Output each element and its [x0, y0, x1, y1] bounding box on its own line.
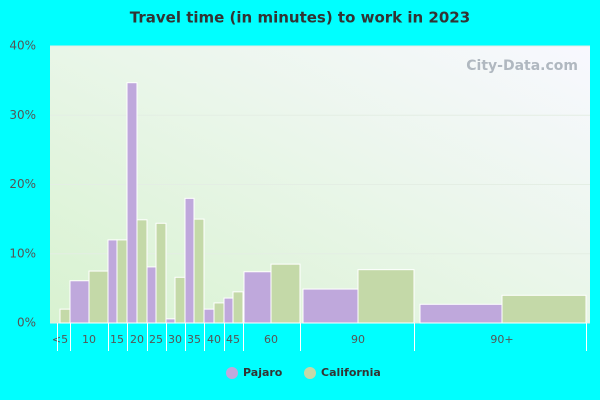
- bar: [146, 266, 157, 324]
- x-tick-label: 90: [351, 333, 365, 346]
- x-tick-label: 40: [207, 333, 221, 346]
- bar: [155, 222, 167, 324]
- bar: [232, 291, 244, 324]
- bar: [59, 308, 71, 324]
- legend-label: Pajaro: [243, 366, 283, 379]
- bar: [501, 294, 587, 324]
- legend-swatch: [304, 367, 316, 379]
- y-tick-label: 30%: [9, 108, 36, 122]
- x-tick-label: 10: [82, 333, 96, 346]
- bar: [69, 280, 90, 324]
- bar: [107, 239, 118, 324]
- y-tick-label: 0%: [17, 316, 36, 330]
- bar: [184, 197, 195, 324]
- bar: [174, 276, 186, 324]
- bar: [193, 218, 205, 324]
- bar: [243, 271, 272, 324]
- bar: [270, 263, 301, 324]
- watermark: City-Data.com: [466, 58, 578, 74]
- chart-title: Travel time (in minutes) to work in 2023: [130, 9, 470, 27]
- x-tick-label: 35: [187, 333, 201, 346]
- y-tick-label: 40%: [9, 39, 36, 53]
- bar: [419, 303, 503, 324]
- x-tick-label: 15: [110, 333, 124, 346]
- x-tick-label: 25: [149, 333, 163, 346]
- x-tick-label: 30: [168, 333, 182, 346]
- bar: [213, 302, 225, 324]
- bar: [302, 288, 359, 324]
- x-tick-label: <5: [52, 333, 68, 346]
- x-tick-label: 90+: [490, 333, 513, 346]
- y-tick-label: 20%: [9, 177, 36, 191]
- legend-label: California: [321, 366, 381, 379]
- y-tick-label: 10%: [9, 246, 36, 260]
- bar: [126, 82, 138, 324]
- bar: [357, 269, 415, 324]
- bar: [223, 297, 234, 324]
- bar: [165, 318, 176, 324]
- x-tick-label: 20: [130, 333, 144, 346]
- x-tick-label: 45: [226, 333, 240, 346]
- bar: [88, 270, 109, 324]
- bar: [136, 219, 148, 324]
- bar: [203, 308, 215, 324]
- legend-swatch: [226, 367, 238, 379]
- bar: [116, 239, 128, 324]
- x-tick-label: 60: [264, 333, 278, 346]
